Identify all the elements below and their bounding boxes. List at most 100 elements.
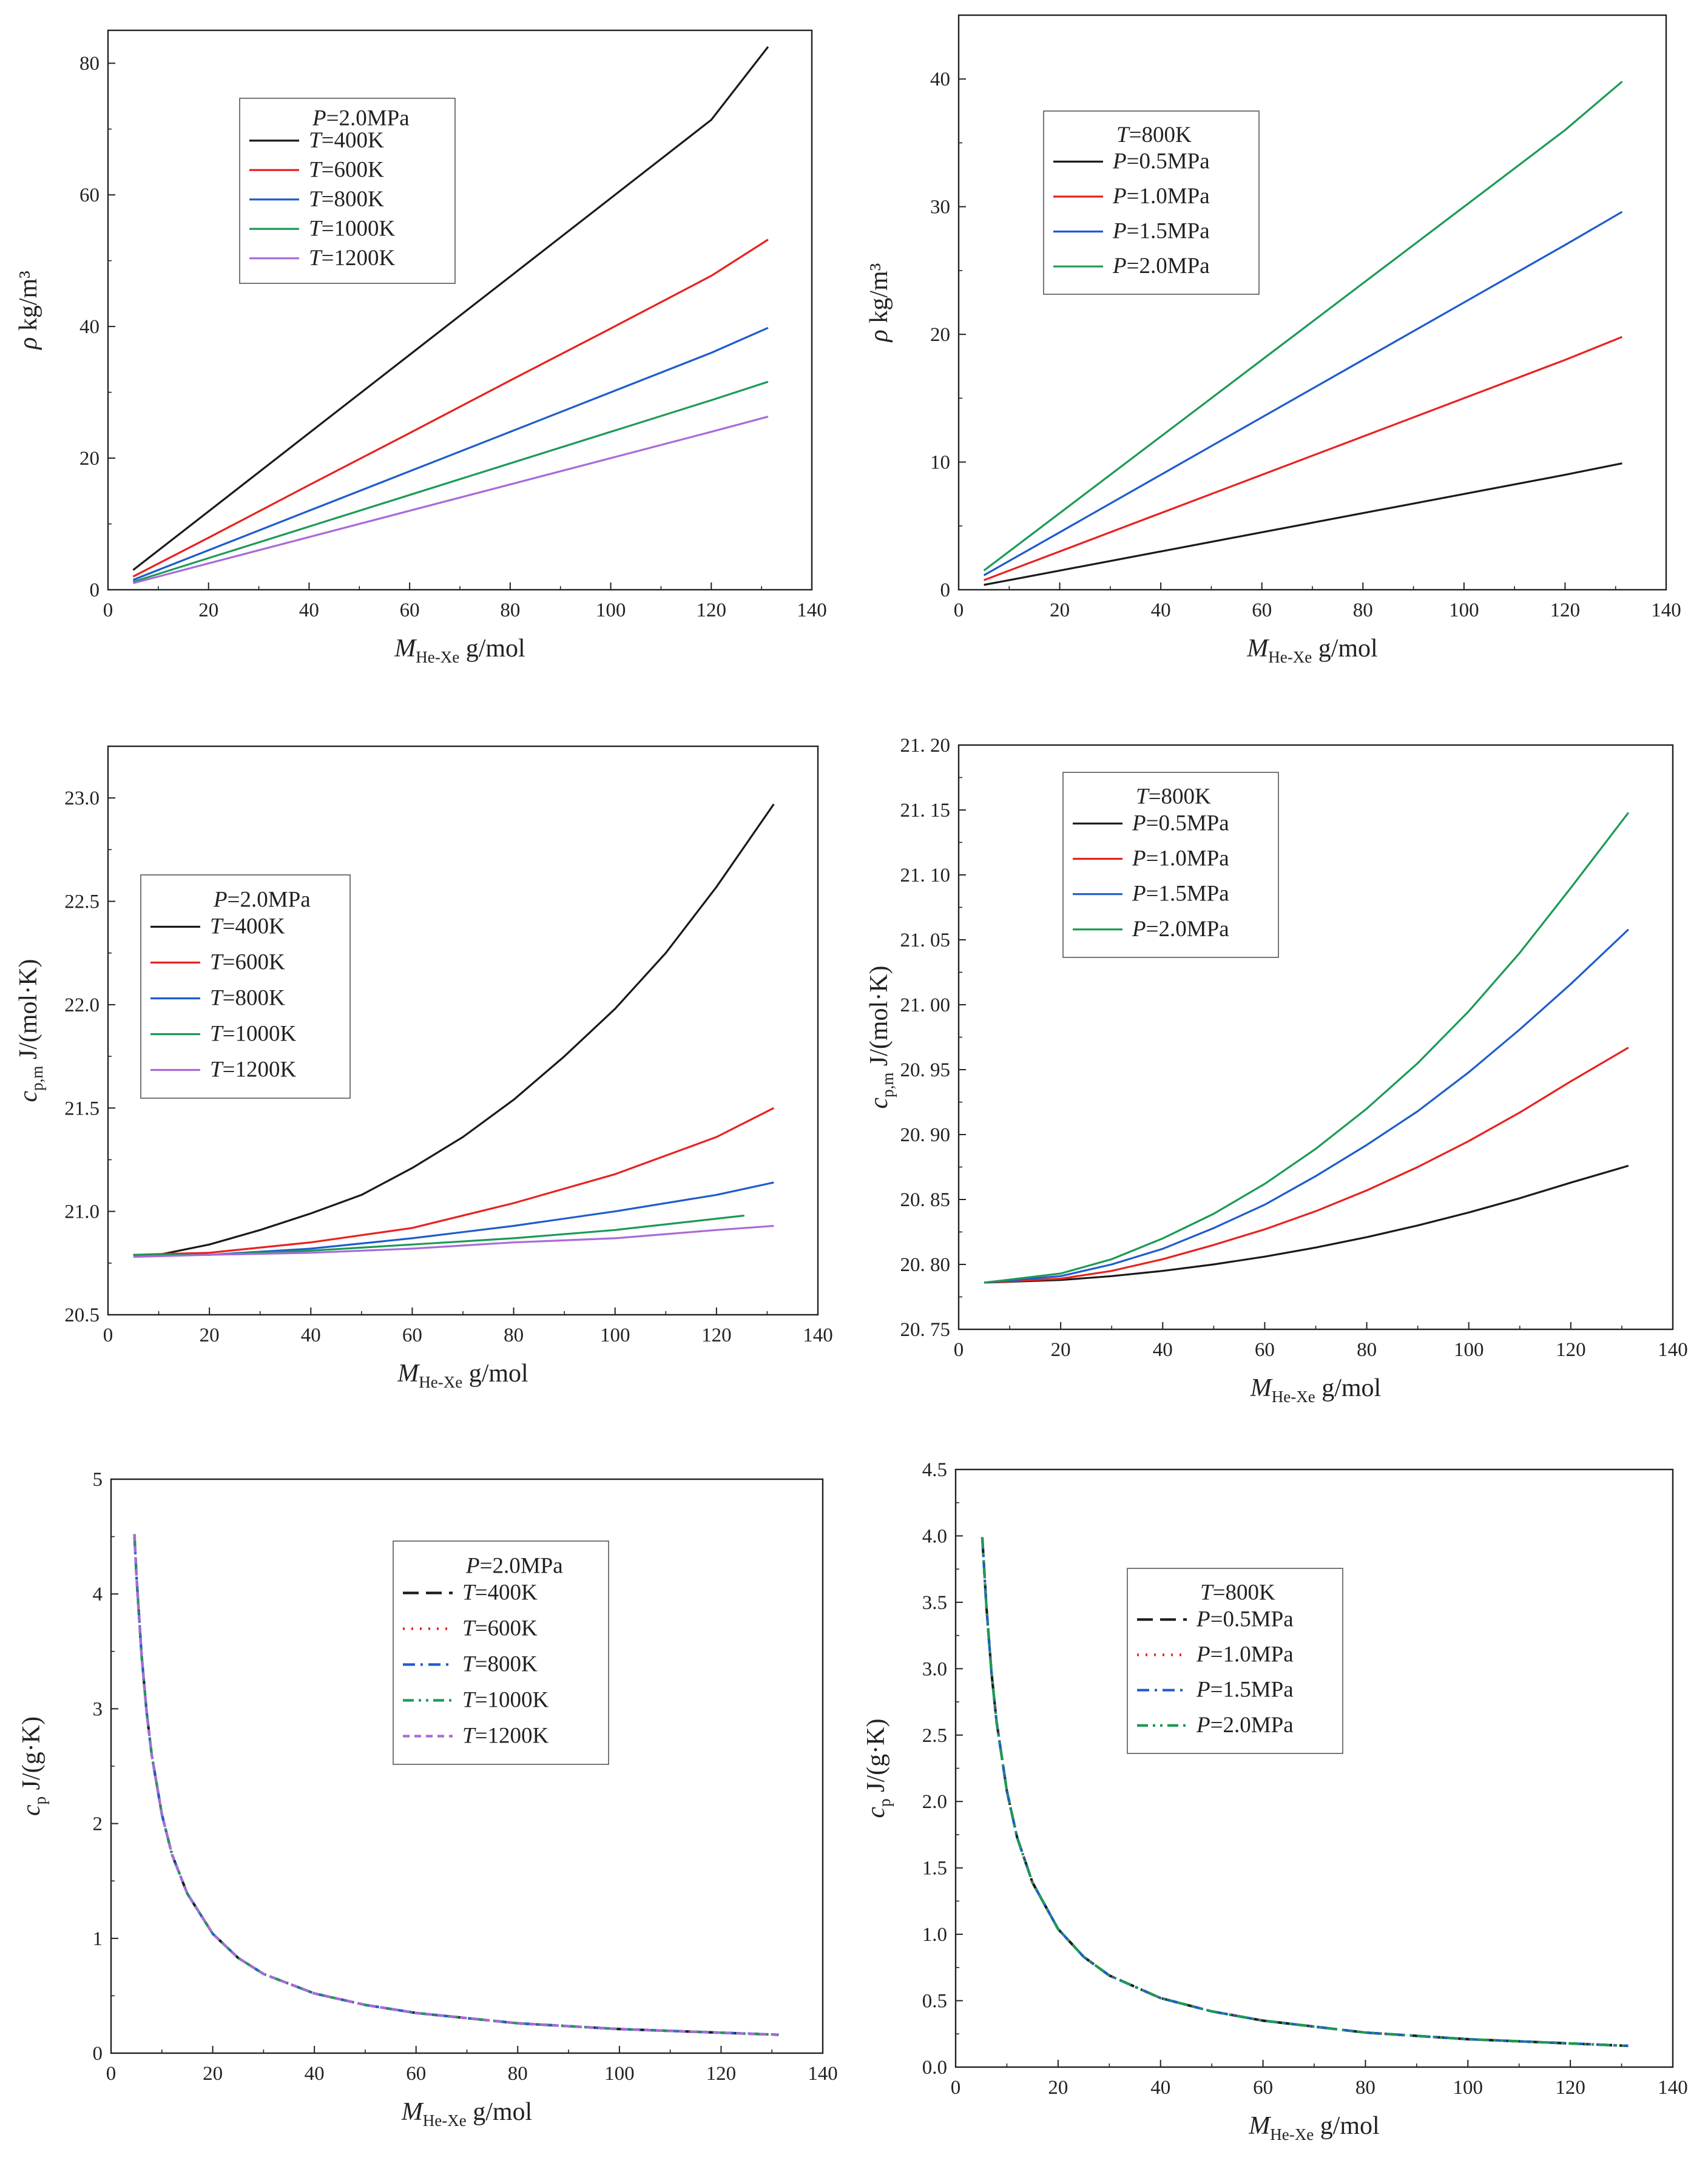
y-tick-label: 5: [93, 1469, 103, 1491]
y-tick-label: 2: [93, 1813, 103, 1835]
y-tick-label: 21. 05: [900, 929, 951, 951]
x-tick-label: 120: [697, 599, 727, 621]
y-tick-label: 20: [79, 448, 100, 470]
series-line: [132, 380, 769, 583]
y-axis-label: cp,m J/(mol·K): [865, 965, 897, 1108]
legend-entry: P=2.0MPa: [1132, 917, 1229, 942]
x-tick-label: 0: [951, 2077, 961, 2099]
legend-title: P=2.0MPa: [312, 106, 410, 130]
legend-title: T=800K: [1200, 1581, 1275, 1605]
legend-entry: T=1200K: [210, 1058, 296, 1082]
y-tick-label: 3.0: [922, 1658, 947, 1680]
legend-entry: P=0.5MPa: [1132, 811, 1229, 835]
legend-entry: T=1200K: [462, 1724, 549, 1749]
y-axis-label: cp J/(g·K): [18, 1716, 49, 1816]
x-tick-label: 60: [406, 2063, 426, 2085]
y-tick-label: 0: [93, 2043, 103, 2065]
x-tick-label: 20: [200, 1324, 220, 1346]
legend-box: [140, 874, 351, 1099]
legend-entry: P=1.5MPa: [1196, 1678, 1294, 1702]
x-tick-label: 20: [1050, 599, 1070, 621]
x-tick-label: 60: [400, 599, 420, 621]
x-tick-label: 140: [1658, 1339, 1688, 1361]
x-tick-label: 0: [954, 599, 964, 621]
chart-rho_T: 0 20 40 60 80 100 120 140 0 20 40 60 80 MHe-Xe g/mol ρ…: [15, 29, 827, 666]
legend-entry: T=1000K: [309, 216, 395, 241]
legend-entry: T=800K: [210, 986, 285, 1011]
x-tick-label: 40: [299, 599, 319, 621]
legend-entry: T=1000K: [462, 1688, 549, 1713]
x-tick-label: 100: [1449, 599, 1479, 621]
legend-entry: T=800K: [309, 187, 384, 212]
x-tick-label: 100: [1453, 2077, 1484, 2099]
y-tick-label: 21.5: [64, 1098, 100, 1119]
legend-box: [1043, 110, 1260, 295]
series-line: [133, 1224, 774, 1258]
y-tick-label: 22.5: [64, 891, 100, 913]
y-tick-label: 20: [930, 324, 950, 346]
series-line: [984, 462, 1622, 586]
y-tick-label: 40: [79, 316, 100, 338]
chart-rho_P: 0 20 40 60 80 100 120 140 0 10 20 30 40 MHe-Xe g/mol ρ…: [865, 14, 1681, 666]
legend-entry: P=0.5MPa: [1196, 1607, 1294, 1631]
series-line: [132, 416, 769, 584]
x-tick-label: 120: [1556, 1339, 1586, 1361]
x-axis-label: MHe-Xe g/mol: [1246, 635, 1377, 666]
y-tick-label: 3: [93, 1698, 103, 1720]
x-tick-label: 120: [701, 1324, 732, 1346]
y-axis-label: ρ kg/m³: [15, 271, 42, 351]
x-tick-label: 40: [1150, 2077, 1170, 2099]
y-tick-label: 20. 85: [900, 1189, 951, 1211]
legend-box: [1127, 1568, 1343, 1754]
y-tick-label: 21. 10: [900, 865, 951, 886]
legend-entry: T=1200K: [309, 246, 395, 271]
series-line: [984, 1164, 1629, 1284]
legend-entry: T=600K: [210, 950, 285, 975]
legend-entry: P=1.0MPa: [1132, 846, 1229, 871]
x-axis-label: MHe-Xe g/mol: [1250, 1374, 1381, 1406]
y-tick-label: 21. 20: [900, 735, 951, 757]
x-tick-label: 20: [203, 2063, 223, 2085]
x-tick-label: 80: [1357, 1339, 1377, 1361]
legend-box: [239, 98, 456, 284]
series-line: [984, 336, 1623, 581]
legend-entry: T=1000K: [210, 1022, 296, 1047]
legend-box: [1062, 772, 1279, 958]
x-tick-label: 60: [1252, 599, 1272, 621]
x-tick-label: 0: [103, 599, 113, 621]
y-tick-label: 30: [930, 197, 950, 218]
y-tick-label: 20. 95: [900, 1059, 951, 1081]
x-axis-label: MHe-Xe g/mol: [1248, 2112, 1379, 2144]
series-line: [983, 81, 1623, 572]
x-tick-label: 140: [803, 1324, 833, 1346]
x-axis-label: MHe-Xe g/mol: [401, 2098, 532, 2130]
y-tick-label: 21.0: [64, 1201, 100, 1223]
legend-title: T=800K: [1116, 123, 1192, 147]
series-line: [132, 238, 769, 578]
x-tick-label: 0: [954, 1339, 964, 1361]
x-tick-label: 40: [1151, 599, 1171, 621]
legend-title: T=800K: [1136, 784, 1211, 809]
legend-entry: T=800K: [462, 1652, 538, 1677]
y-tick-label: 23.0: [64, 788, 100, 809]
y-tick-label: 4: [93, 1584, 103, 1605]
y-axis-label: cp,m J/(mol·K): [15, 959, 46, 1102]
x-tick-label: 120: [706, 2063, 737, 2085]
x-tick-label: 100: [604, 2063, 635, 2085]
series-line: [984, 812, 1630, 1284]
y-tick-label: 0: [90, 579, 100, 601]
x-tick-label: 80: [500, 599, 520, 621]
x-tick-label: 40: [301, 1324, 321, 1346]
series-line: [981, 1537, 1629, 2048]
y-tick-label: 40: [930, 69, 950, 90]
y-tick-label: 3.5: [922, 1592, 947, 1614]
y-tick-label: 0: [940, 579, 951, 601]
x-tick-label: 40: [305, 2063, 325, 2085]
y-tick-label: 1.5: [922, 1858, 947, 1880]
series-line: [132, 46, 769, 571]
y-tick-label: 20. 80: [900, 1254, 951, 1276]
